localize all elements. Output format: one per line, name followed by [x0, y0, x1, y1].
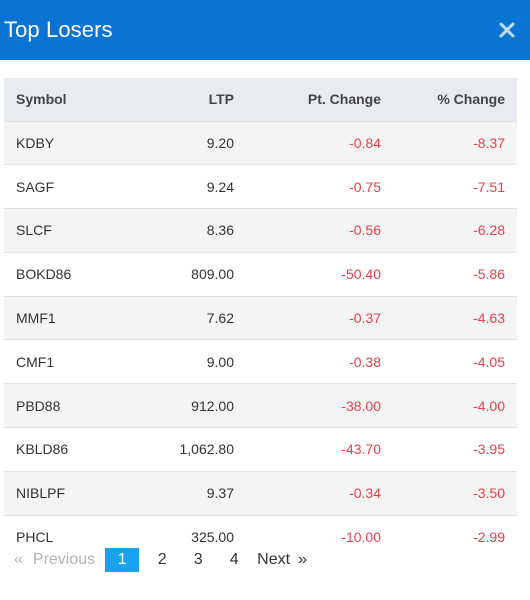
- page-1-button[interactable]: 1: [105, 548, 140, 572]
- symbol-cell[interactable]: KDBY: [4, 120, 136, 165]
- table-row[interactable]: MMF1 7.62 -0.37 -4.63: [4, 295, 517, 340]
- pt-change-cell: -43.70: [234, 427, 381, 472]
- column-header-symbol[interactable]: Symbol: [16, 91, 67, 108]
- previous-arrow: «: [14, 551, 23, 568]
- page-2-button[interactable]: 2: [157, 551, 167, 568]
- table-row[interactable]: KDBY 9.20 -0.84 -8.37: [4, 120, 517, 165]
- pt-change-cell: -50.40: [234, 251, 381, 297]
- page-3-button[interactable]: 3: [193, 551, 203, 568]
- table-row[interactable]: SLCF 8.36 -0.56 -6.28: [4, 208, 517, 253]
- ltp-cell: 8.36: [136, 208, 234, 253]
- ltp-cell: 9.00: [136, 339, 234, 384]
- ltp-cell: 1,062.80: [136, 427, 234, 472]
- column-header-pt-change[interactable]: Pt. Change: [307, 91, 381, 108]
- page-4-button[interactable]: 4: [229, 551, 239, 568]
- table-row[interactable]: PHCL 325.00 -10.00 -2.99: [4, 514, 517, 559]
- close-icon[interactable]: [494, 17, 520, 43]
- symbol-cell[interactable]: SLCF: [4, 208, 136, 253]
- pagination: « Previous 1 2 3 4 Next »: [14, 548, 317, 572]
- table-row[interactable]: NIBLPF 9.37 -0.34 -3.50: [4, 470, 517, 516]
- ltp-cell: 9.24: [136, 164, 234, 209]
- table-row[interactable]: PBD88 912.00 -38.00 -4.00: [4, 383, 517, 428]
- column-header-pct-change[interactable]: % Change: [437, 91, 505, 108]
- ltp-cell: 7.62: [136, 295, 234, 340]
- pt-change-cell: -10.00: [234, 514, 381, 559]
- ltp-cell: 9.20: [136, 120, 234, 165]
- symbol-cell[interactable]: MMF1: [4, 295, 136, 340]
- pt-change-cell: -0.84: [234, 120, 381, 165]
- symbol-cell[interactable]: KBLD86: [4, 427, 136, 472]
- table-row[interactable]: SAGF 9.24 -0.75 -7.51: [4, 164, 517, 209]
- pt-change-cell: -0.56: [234, 208, 381, 253]
- table-row[interactable]: BOKD86 809.00 -50.40 -5.86: [4, 251, 517, 297]
- pt-change-cell: -0.38: [234, 339, 381, 384]
- modal-header: Top Losers: [0, 0, 530, 60]
- table-row[interactable]: KBLD86 1,062.80 -43.70 -3.95: [4, 427, 517, 472]
- pct-change-cell: -3.95: [381, 427, 517, 472]
- next-button[interactable]: Next: [257, 551, 291, 568]
- symbol-cell[interactable]: CMF1: [4, 339, 136, 384]
- pct-change-cell: -4.63: [381, 295, 517, 340]
- pt-change-cell: -0.75: [234, 164, 381, 209]
- symbol-cell[interactable]: PBD88: [4, 383, 136, 428]
- ltp-cell: 809.00: [136, 251, 234, 297]
- losers-table-container: Symbol LTP Pt. Change % Change KDBY 9.20-…: [4, 78, 517, 559]
- ltp-cell: 912.00: [136, 383, 234, 428]
- pct-change-cell: -8.37: [381, 120, 517, 165]
- modal-title: Top Losers: [4, 17, 113, 42]
- pct-change-cell: -4.00: [381, 383, 517, 428]
- table-header-row: Symbol LTP Pt. Change % Change: [4, 78, 517, 121]
- symbol-cell[interactable]: NIBLPF: [4, 470, 136, 516]
- column-header-ltp[interactable]: LTP: [208, 91, 234, 108]
- pct-change-cell: -5.86: [381, 251, 517, 297]
- table-row[interactable]: CMF1 9.00 -0.38 -4.05: [4, 339, 517, 384]
- ltp-cell: 325.00: [136, 514, 234, 559]
- previous-button: Previous: [32, 551, 96, 568]
- ltp-cell: 9.37: [136, 470, 234, 516]
- pct-change-cell: -3.50: [381, 470, 517, 516]
- pt-change-cell: -0.37: [234, 295, 381, 340]
- pct-change-cell: -6.28: [381, 208, 517, 253]
- symbol-cell[interactable]: BOKD86: [4, 251, 136, 297]
- pt-change-cell: -38.00: [234, 383, 381, 428]
- losers-table: Symbol LTP Pt. Change % Change KDBY 9.20-…: [4, 78, 517, 559]
- pct-change-cell: -4.05: [381, 339, 517, 384]
- pct-change-cell: -2.99: [381, 514, 517, 559]
- next-arrow[interactable]: »: [298, 551, 307, 568]
- pt-change-cell: -0.34: [234, 470, 381, 516]
- symbol-cell[interactable]: SAGF: [4, 164, 136, 209]
- pct-change-cell: -7.51: [381, 164, 517, 209]
